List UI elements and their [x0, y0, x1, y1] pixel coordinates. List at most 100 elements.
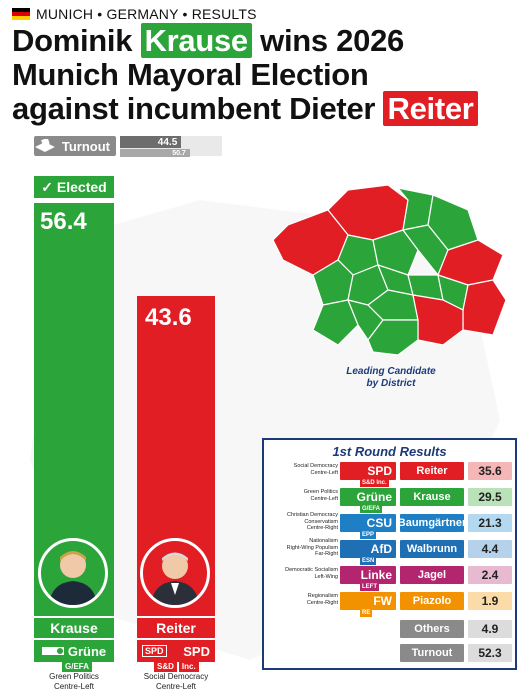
result-value: 52.3: [468, 644, 512, 662]
result-ideology-line: Far-Right: [315, 551, 338, 557]
runnerup-ideology-line2: Centre-Left: [155, 682, 197, 691]
turnout-tag: Turnout: [34, 136, 116, 156]
reiter-avatar: [140, 538, 210, 608]
elected-badge-label: ✓ Elected: [41, 178, 107, 195]
krause-avatar: [38, 538, 108, 608]
result-row: Social Democracy Centre-Left SPD S&D Inc. Re…: [264, 462, 515, 487]
result-ideology-line: Right-Wing Populism: [286, 544, 338, 551]
result-candidate: Jagel: [400, 566, 464, 584]
runnerup-value: 43.6: [145, 304, 192, 331]
result-incumbent: Inc.: [376, 480, 387, 486]
result-value: 21.3: [468, 514, 512, 532]
result-ideology-line: Social Democracy: [293, 463, 338, 469]
result-candidate-name: Turnout: [411, 647, 453, 659]
result-group-badge: G/EFA: [360, 505, 383, 513]
district-map: [272, 184, 507, 356]
result-candidate-name: Others: [414, 623, 450, 635]
result-group: ESN: [362, 558, 375, 564]
kicker-text: MUNICH • GERMANY • RESULTS: [36, 6, 257, 22]
result-party-logo: Grüne: [340, 488, 396, 506]
runnerup-group-badges: S&D Inc.: [154, 661, 199, 672]
ballot-box-icon: [34, 139, 55, 152]
result-value: 4.9: [468, 620, 512, 638]
winner-name: Krause: [50, 620, 98, 636]
result-ideology: Social Democracy Centre-Left: [266, 463, 338, 476]
runnerup-party-box: SPD SPD: [137, 640, 215, 662]
result-ideology-line: Centre-Right: [306, 525, 338, 531]
result-candidate: Turnout: [400, 644, 464, 662]
result-value: 4.4: [468, 540, 512, 558]
winner-ideology-line1: Green Politics: [49, 672, 99, 681]
result-party: SPD: [367, 464, 392, 478]
result-group-badge: LEFT: [360, 583, 379, 591]
result-candidate-name: Reiter: [416, 465, 448, 477]
result-row: Christian Democracy Conservatism Centre-Ri…: [264, 512, 515, 539]
first-round-title: 1st Round Results: [332, 444, 447, 459]
result-candidate: Walbrunn: [400, 540, 464, 558]
result-ideology-line: Centre-Left: [310, 469, 338, 476]
runnerup-incumbent-badge: Inc.: [178, 661, 199, 672]
map-district: [367, 319, 419, 356]
result-candidate: Reiter: [400, 462, 464, 480]
headline-winner: Krause: [140, 23, 252, 58]
result-row: Turnout 52.3: [264, 644, 515, 666]
kicker: MUNICH • GERMANY • RESULTS: [12, 6, 257, 22]
runnerup-name: Reiter: [156, 620, 196, 636]
winner-party-box: Grüne: [34, 640, 114, 662]
result-value-text: 35.6: [478, 464, 502, 478]
result-ideology-line: Centre-Left: [310, 495, 338, 502]
result-party: FW: [373, 594, 392, 608]
result-candidate-name: Piazolo: [412, 595, 452, 607]
result-candidate-name: Krause: [413, 491, 451, 503]
runnerup-group: S&D: [154, 661, 177, 672]
runnerup-name-box: Reiter: [137, 616, 215, 638]
result-ideology-line: Left-Wing: [314, 573, 338, 580]
result-row: Regionalism Centre-Right FW RE Piazolo 1.9: [264, 592, 515, 617]
result-group: S&D: [362, 480, 375, 486]
result-row: Green Politics Centre-Left Grüne G/EFA Kraus…: [264, 488, 515, 513]
germany-flag-icon: [12, 8, 30, 20]
result-group-badge: S&D Inc.: [360, 479, 389, 487]
result-value-text: 4.4: [481, 542, 499, 556]
result-candidate-name: Baumgärtner: [397, 517, 467, 529]
result-value-text: 2.4: [481, 568, 499, 582]
turnout-previous-bar: 50.7: [120, 149, 190, 157]
result-candidate: Piazolo: [400, 592, 464, 610]
runnerup-ideology-line1: Social Democracy: [143, 672, 209, 681]
person-reiter-icon: [151, 552, 199, 605]
turnout-previous-value: 50.7: [172, 149, 186, 157]
result-group-badge: EPP: [360, 531, 377, 539]
map-district: [462, 279, 507, 336]
first-round-panel: 1st Round Results Social Democracy Centre…: [262, 438, 517, 670]
result-candidate: Krause: [400, 488, 464, 506]
spd-logo-icon: SPD: [142, 645, 167, 657]
result-group-badge: RE: [360, 609, 373, 617]
elected-badge: ✓ Elected: [34, 176, 114, 198]
result-row: Democratic Socialism Left-Wing Linke LEFT Ja…: [264, 566, 515, 591]
result-group: RE: [362, 610, 371, 616]
result-ideology-line: Regionalism: [307, 593, 338, 599]
result-value: 29.5: [468, 488, 512, 506]
result-party-logo: CSU: [340, 514, 396, 532]
winner-ideology-line2: Centre-Left: [53, 682, 95, 691]
map-caption: Leading Candidate by District: [336, 366, 446, 390]
result-value: 1.9: [468, 592, 512, 610]
map-district: [372, 229, 419, 276]
result-party: Grüne: [356, 490, 392, 504]
runnerup-ideology: Social Democracy Centre-Left: [132, 672, 220, 692]
headline-part4: against incumbent Dieter: [12, 91, 376, 126]
result-value-text: 52.3: [478, 646, 502, 660]
result-party: AfD: [370, 542, 392, 556]
result-party-logo: FW: [340, 592, 396, 610]
winner-name-box: Krause: [34, 616, 114, 638]
headline-part1: Dominik: [12, 23, 133, 58]
result-value: 2.4: [468, 566, 512, 584]
winner-group-badge: G/EFA: [62, 661, 93, 672]
result-party-logo: AfD: [340, 540, 396, 558]
result-ideology-line: Green Politics: [303, 489, 338, 495]
result-value-text: 29.5: [478, 490, 502, 504]
winner-ideology: Green Politics Centre-Left: [34, 672, 114, 692]
result-party-logo: SPD: [340, 462, 396, 480]
result-candidate: Baumgärtner: [397, 514, 467, 532]
map-caption-line2: by District: [366, 378, 416, 389]
